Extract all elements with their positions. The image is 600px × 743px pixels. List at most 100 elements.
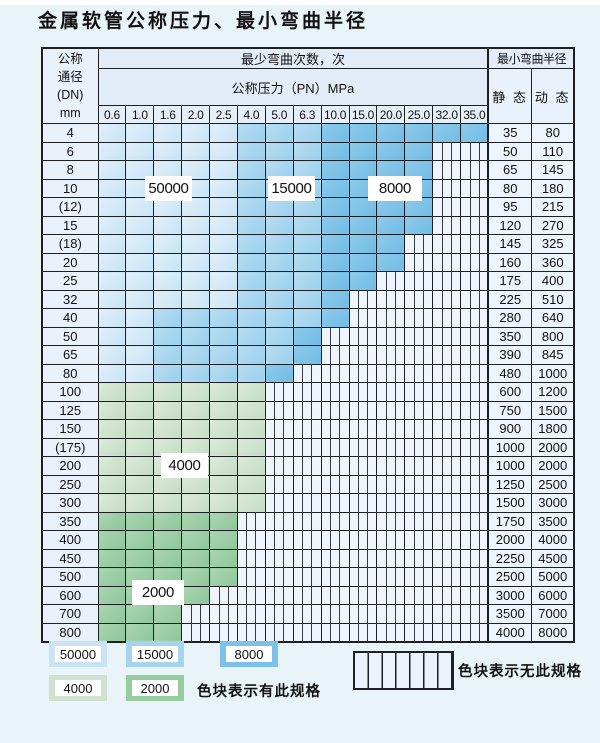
no-spec-cell bbox=[432, 252, 462, 272]
static-value-cell: 1000 bbox=[487, 456, 532, 476]
no-spec-cell bbox=[320, 456, 350, 476]
spec-cell bbox=[125, 363, 155, 383]
static-value-cell: 280 bbox=[487, 308, 532, 328]
spec-cell bbox=[320, 197, 350, 217]
no-spec-cell bbox=[460, 400, 489, 420]
no-spec-cell bbox=[292, 548, 322, 568]
dynamic-value-cell: 1000 bbox=[530, 363, 575, 383]
spec-cell bbox=[236, 363, 266, 383]
spec-cell bbox=[97, 197, 127, 217]
table-row: 40 280 640 bbox=[41, 308, 575, 328]
no-spec-cell bbox=[376, 548, 406, 568]
no-spec-cell bbox=[320, 622, 350, 642]
no-spec-cell bbox=[460, 585, 489, 605]
dn-cell: 8 bbox=[41, 160, 99, 180]
no-spec-cell bbox=[320, 437, 350, 457]
no-spec-cell bbox=[264, 511, 294, 531]
spec-cell bbox=[348, 234, 378, 254]
no-spec-cell bbox=[320, 585, 350, 605]
no-spec-cell bbox=[376, 382, 406, 402]
no-spec-cell bbox=[460, 511, 489, 531]
no-spec-cell bbox=[348, 308, 378, 328]
spec-cell bbox=[125, 197, 155, 217]
pressure-header-cell: 5.0 bbox=[264, 105, 294, 124]
spec-cell bbox=[348, 271, 378, 291]
no-spec-cell bbox=[404, 419, 434, 439]
spec-cell bbox=[209, 289, 238, 309]
no-spec-cell bbox=[376, 622, 406, 642]
dn-cell: 32 bbox=[41, 289, 99, 309]
spec-cell bbox=[125, 604, 155, 624]
pressure-header-cell: 35.0 bbox=[460, 105, 489, 124]
spec-cell bbox=[125, 234, 155, 254]
spec-cell bbox=[292, 308, 322, 328]
static-value-cell: 175 bbox=[487, 271, 532, 291]
spec-cell bbox=[292, 141, 322, 161]
dynamic-value-cell: 360 bbox=[530, 252, 575, 272]
spec-cell bbox=[97, 548, 127, 568]
spec-cell bbox=[97, 530, 127, 550]
no-spec-cell bbox=[320, 511, 350, 531]
table-row: 700 3500 7000 bbox=[41, 604, 575, 624]
dn-cell: 700 bbox=[41, 604, 99, 624]
table-row: 600 3000 6000 bbox=[41, 585, 575, 605]
spec-cell bbox=[320, 289, 350, 309]
no-spec-cell bbox=[292, 456, 322, 476]
spec-cell bbox=[181, 382, 211, 402]
spec-cell bbox=[181, 326, 211, 346]
static-value-cell: 1750 bbox=[487, 511, 532, 531]
no-spec-cell bbox=[432, 474, 462, 494]
cycle-count-label: 15000 bbox=[268, 176, 315, 201]
no-spec-cell bbox=[432, 234, 462, 254]
no-spec-cell bbox=[264, 419, 294, 439]
dn-cell: 400 bbox=[41, 530, 99, 550]
no-spec-cell bbox=[432, 326, 462, 346]
dn-cell: 4 bbox=[41, 123, 99, 143]
dn-cell: 6 bbox=[41, 141, 99, 161]
dynamic-value-cell: 180 bbox=[530, 178, 575, 198]
table-row: (175) 1000 2000 bbox=[41, 437, 575, 457]
no-spec-cell bbox=[432, 289, 462, 309]
spec-cell bbox=[97, 252, 127, 272]
page-title: 金属软管公称压力、最小弯曲半径 bbox=[38, 10, 369, 32]
no-spec-cell bbox=[209, 585, 238, 605]
no-spec-cell bbox=[404, 437, 434, 457]
dn-cell: (175) bbox=[41, 437, 99, 457]
dynamic-value-cell: 510 bbox=[530, 289, 575, 309]
spec-cell bbox=[125, 308, 155, 328]
no-spec-cell bbox=[376, 437, 406, 457]
spec-cell bbox=[153, 123, 183, 143]
no-spec-cell bbox=[432, 493, 462, 513]
dynamic-value-cell: 110 bbox=[530, 141, 575, 161]
spec-cell bbox=[348, 197, 378, 217]
spec-cell bbox=[125, 400, 155, 420]
no-spec-cell bbox=[376, 345, 406, 365]
no-spec-cell bbox=[432, 437, 462, 457]
no-spec-cell bbox=[460, 160, 489, 180]
spec-cell bbox=[181, 345, 211, 365]
spec-cell bbox=[209, 197, 238, 217]
spec-cell bbox=[181, 234, 211, 254]
no-spec-cell bbox=[264, 474, 294, 494]
spec-cell bbox=[125, 271, 155, 291]
no-spec-cell bbox=[348, 474, 378, 494]
spec-cell bbox=[264, 271, 294, 291]
spec-cell bbox=[97, 382, 127, 402]
static-value-cell: 1500 bbox=[487, 493, 532, 513]
dynamic-value-cell: 845 bbox=[530, 345, 575, 365]
no-spec-cell bbox=[264, 530, 294, 550]
no-spec-cell bbox=[264, 548, 294, 568]
spec-cell bbox=[181, 271, 211, 291]
dn-cell: 500 bbox=[41, 567, 99, 587]
pressure-header-cell: 6.3 bbox=[292, 105, 322, 124]
no-spec-cell bbox=[320, 419, 350, 439]
no-spec-cell bbox=[348, 493, 378, 513]
dn-cell: 40 bbox=[41, 308, 99, 328]
no-spec-cell bbox=[292, 511, 322, 531]
spec-cell bbox=[153, 622, 183, 642]
table-row: 6 50 110 bbox=[41, 141, 575, 161]
spec-cell bbox=[181, 252, 211, 272]
spec-cell bbox=[236, 474, 266, 494]
dn-cell: 350 bbox=[41, 511, 99, 531]
